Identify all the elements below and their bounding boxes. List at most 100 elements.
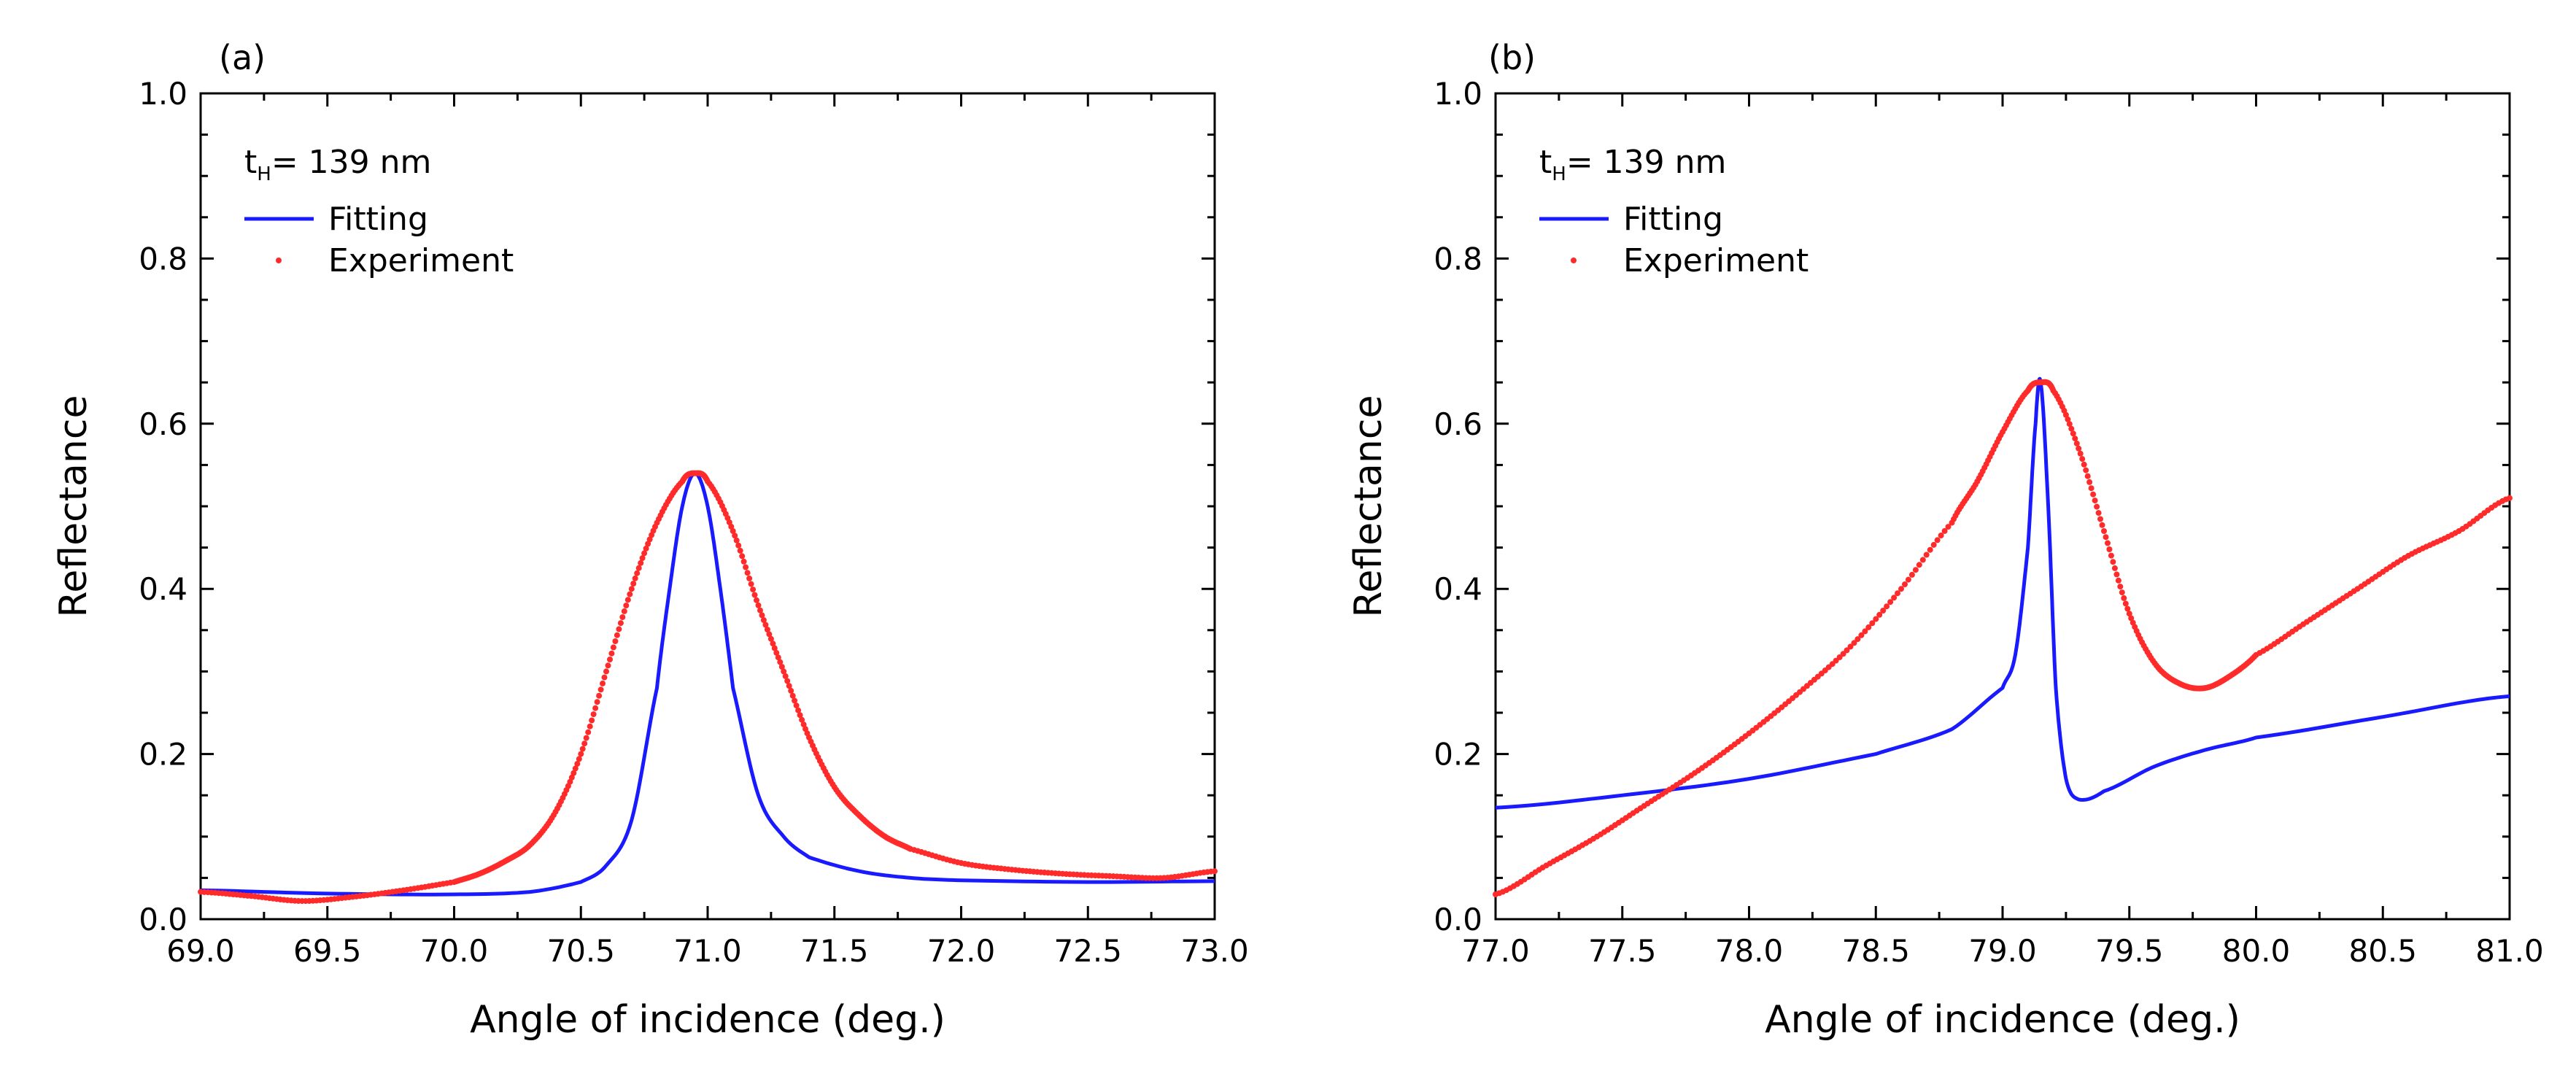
data-point-experiment (1895, 590, 1900, 597)
panel-label: (a) (219, 38, 266, 77)
data-point-experiment (643, 545, 649, 552)
data-point-experiment (784, 678, 791, 684)
data-point-experiment (2088, 485, 2095, 492)
data-point-experiment (1923, 552, 1930, 558)
y-axis-label: Reflectance (52, 395, 96, 618)
data-point-experiment (619, 614, 626, 620)
data-point-experiment (1930, 541, 1937, 548)
data-point-experiment (767, 635, 774, 642)
data-point-experiment (2110, 559, 2116, 565)
x-axis-label: Angle of incidence (deg.) (470, 998, 945, 1042)
data-point-experiment (570, 770, 577, 776)
data-point-experiment (2068, 425, 2075, 432)
data-point-experiment (610, 644, 616, 651)
data-point-experiment (751, 592, 758, 598)
series-layer (198, 470, 1218, 905)
thickness-annotation: tH= 139 nm (244, 144, 431, 185)
data-point-experiment (576, 756, 582, 762)
data-point-experiment (735, 542, 742, 549)
data-point-experiment (617, 620, 624, 627)
data-point-experiment (1945, 524, 1952, 530)
data-point-experiment (2083, 467, 2089, 473)
legend-label-fitting: Fitting (328, 201, 428, 238)
data-point-experiment (760, 617, 767, 623)
data-point-experiment (1212, 868, 1218, 875)
annotation-suffix: = 139 nm (271, 144, 432, 181)
data-point-experiment (2095, 510, 2102, 516)
data-point-experiment (2117, 584, 2124, 590)
y-tick-label: 1.0 (1434, 76, 1482, 112)
data-point-experiment (2073, 440, 2080, 446)
x-tick-label: 70.5 (546, 933, 615, 969)
data-point-experiment (732, 533, 738, 539)
data-point-experiment (601, 674, 608, 681)
data-point-experiment (600, 680, 606, 686)
annotation-prefix: t (244, 144, 257, 181)
data-point-experiment (1898, 586, 1904, 592)
data-point-experiment (1941, 527, 1948, 534)
data-point-experiment (585, 729, 592, 735)
data-point-experiment (777, 659, 784, 665)
data-point-experiment (2090, 491, 2097, 498)
data-point-experiment (795, 707, 802, 713)
data-point-experiment (733, 537, 740, 543)
annotation-subscript: H (1552, 163, 1566, 185)
x-tick-label: 72.5 (1053, 933, 1122, 969)
data-point-experiment (630, 581, 637, 587)
x-tick-label: 69.5 (293, 933, 362, 969)
data-point-experiment (2115, 577, 2121, 584)
data-point-experiment (597, 686, 604, 693)
data-point-experiment (802, 726, 808, 732)
y-tick-label: 0.8 (139, 241, 187, 276)
data-point-experiment (646, 536, 653, 543)
data-point-experiment (635, 565, 642, 571)
data-point-experiment (2507, 495, 2513, 501)
panel-label: (b) (1488, 38, 1536, 77)
data-point-experiment (628, 586, 635, 592)
legend-label-experiment: Experiment (1623, 242, 1809, 279)
data-point-experiment (638, 560, 644, 566)
data-point-experiment (1934, 537, 1941, 543)
y-tick-label: 0.2 (1434, 737, 1482, 773)
data-point-experiment (740, 558, 747, 565)
x-tick-label: 72.0 (927, 933, 996, 969)
data-point-experiment (627, 591, 633, 597)
data-point-experiment (2105, 540, 2111, 546)
data-point-experiment (641, 550, 648, 557)
data-point-experiment (2121, 595, 2127, 601)
data-point-experiment (1884, 603, 1890, 610)
data-point-experiment (1887, 599, 1894, 605)
data-point-experiment (744, 570, 751, 576)
ticks-group: 69.0 69.5 70.0 70.5 71.0 71.5 72.0 72.5 73.0 0.0 0… (139, 76, 1249, 969)
x-tick-label: 78.5 (1841, 933, 1910, 969)
data-point-experiment (770, 641, 776, 647)
data-point-experiment (590, 711, 597, 718)
data-point-experiment (2092, 498, 2098, 504)
data-point-experiment (2126, 611, 2132, 617)
data-point-experiment (757, 607, 763, 614)
data-point-experiment (755, 602, 762, 608)
data-point-experiment (1938, 533, 1944, 538)
panel-b: (b) 77.0 77.5 78.0 78.5 79.0 79.5 80.0 80.5 81.0… (1347, 38, 2544, 1042)
data-point-experiment (568, 774, 575, 781)
data-point-experiment (1902, 581, 1908, 587)
data-point-experiment (728, 523, 735, 530)
x-tick-label: 80.5 (2348, 933, 2417, 969)
x-tick-label: 81.0 (2475, 933, 2544, 969)
data-point-experiment (2124, 605, 2131, 612)
data-point-experiment (746, 575, 753, 581)
x-tick-label: 77.5 (1588, 933, 1657, 969)
data-point-experiment (750, 587, 757, 593)
data-point-experiment (764, 627, 770, 632)
data-point-experiment (1908, 571, 1915, 578)
data-point-experiment (799, 716, 805, 723)
data-point-experiment (2086, 479, 2093, 485)
data-point-experiment (1912, 567, 1919, 573)
x-tick-label: 79.5 (2095, 933, 2164, 969)
data-point-experiment (789, 692, 796, 699)
data-point-experiment (2072, 436, 2078, 442)
data-point-experiment (762, 622, 769, 628)
data-point-experiment (775, 654, 781, 661)
data-point-experiment (2065, 416, 2071, 422)
data-point-experiment (792, 697, 798, 704)
